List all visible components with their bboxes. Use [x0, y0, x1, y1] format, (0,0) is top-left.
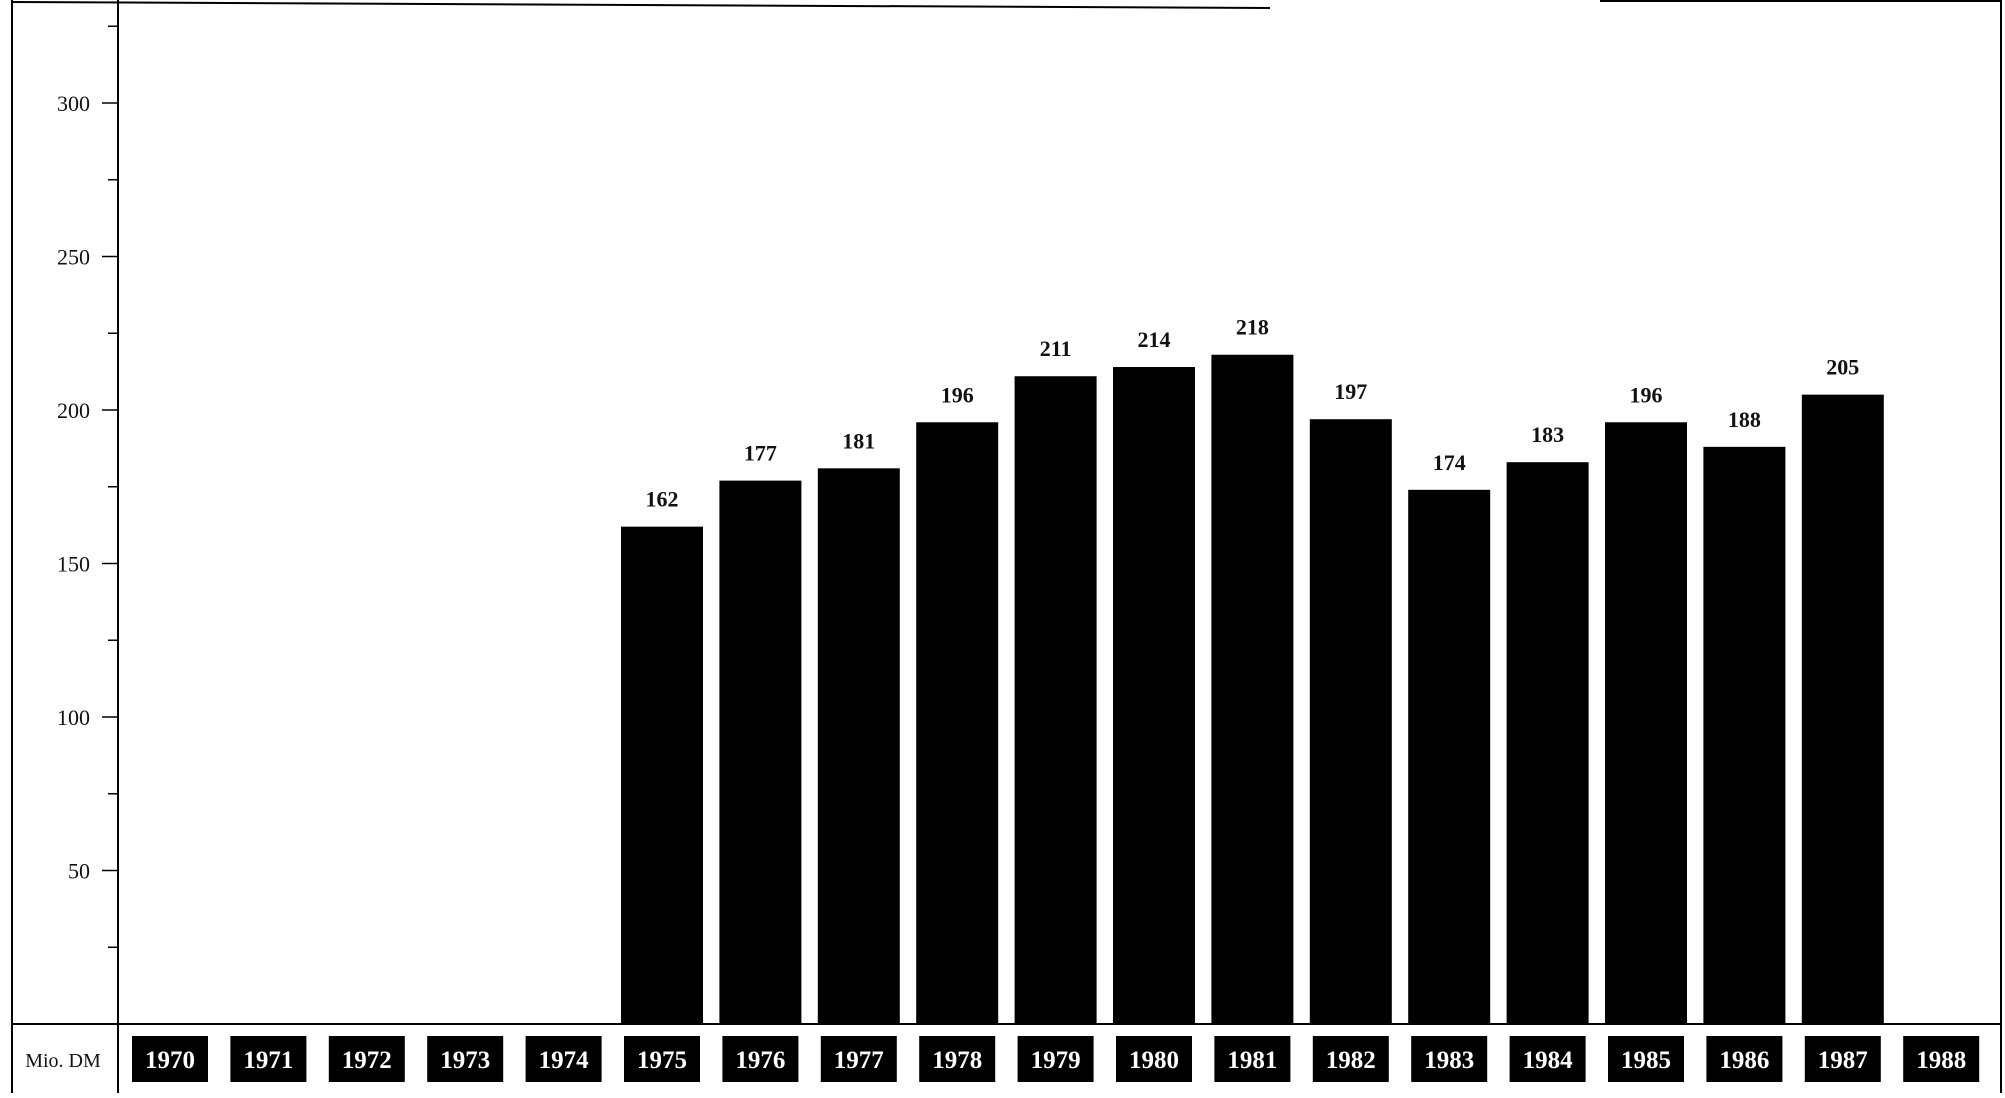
x-tick-label: 1979 [1031, 1047, 1081, 1074]
bars-group [621, 354, 1884, 1025]
year-box [1706, 1036, 1783, 1082]
x-tick-label: 1981 [1227, 1047, 1277, 1074]
year-box [132, 1036, 208, 1082]
bar-value-label: 183 [1531, 422, 1564, 447]
bar [1506, 462, 1589, 1024]
x-tick-label: 1982 [1326, 1047, 1376, 1074]
x-tick-label: 1988 [1916, 1047, 1966, 1074]
bar-value-label: 174 [1433, 450, 1466, 475]
y-tick-label: 150 [57, 552, 90, 577]
bar-value-label: 218 [1236, 315, 1269, 340]
x-tick-label: 1974 [539, 1047, 590, 1074]
year-box [230, 1036, 307, 1082]
year-box [525, 1036, 602, 1082]
x-tick-label: 1984 [1523, 1047, 1574, 1074]
bar [1801, 394, 1884, 1024]
x-tick-label: 1985 [1621, 1047, 1671, 1074]
y-axis: 50 100 150 200 250 300 [57, 25, 118, 948]
y-tick-label: 200 [57, 398, 90, 423]
year-box [1804, 1036, 1881, 1082]
x-tick-label: 1977 [834, 1047, 884, 1074]
y-tick-label: 250 [57, 245, 90, 270]
x-tick-label: 1980 [1129, 1047, 1179, 1074]
y-tick-label: 100 [57, 705, 90, 730]
year-box [1116, 1036, 1192, 1082]
year-box [820, 1036, 897, 1082]
bar-value-label: 196 [1630, 382, 1663, 407]
year-box [328, 1036, 405, 1082]
bar-value-label: 214 [1138, 327, 1171, 352]
year-box [427, 1036, 504, 1082]
year-box [624, 1036, 700, 1082]
x-tick-label: 1978 [932, 1047, 982, 1074]
x-tick-label: 1976 [735, 1047, 785, 1074]
bar [1605, 422, 1687, 1024]
bar [1703, 446, 1786, 1025]
year-box [722, 1036, 799, 1082]
frame-top-border [11, 1, 1271, 9]
bar-value-label: 211 [1040, 336, 1072, 361]
year-box [1411, 1036, 1488, 1082]
x-tick-label: 1971 [243, 1047, 293, 1074]
bar [916, 422, 999, 1024]
x-tick-label: 1972 [342, 1047, 392, 1074]
bar-value-label: 205 [1826, 355, 1859, 380]
x-tick-label: 1983 [1424, 1047, 1474, 1074]
bar-value-label: 188 [1728, 407, 1761, 432]
bar [621, 526, 703, 1024]
bar-value-label: 197 [1334, 379, 1367, 404]
bar [1408, 489, 1491, 1024]
x-tick-label: 1986 [1719, 1047, 1769, 1074]
y-tick-label: 300 [57, 91, 90, 116]
year-box [1017, 1036, 1094, 1082]
year-box [1312, 1036, 1389, 1082]
year-box [1608, 1036, 1684, 1082]
x-tick-label: 1970 [145, 1047, 195, 1074]
bar [1014, 376, 1097, 1025]
x-tick-label: 1987 [1818, 1047, 1868, 1074]
bar-value-label: 181 [842, 428, 875, 453]
bar [1309, 419, 1392, 1025]
bar [1113, 367, 1195, 1024]
year-box [1214, 1036, 1291, 1082]
x-axis-year-row: 1970 1971 1972 1973 1974 1975 1976 1977 1978 1979… [132, 1036, 1980, 1082]
x-tick-label: 1973 [440, 1047, 490, 1074]
bar [1211, 354, 1294, 1024]
year-box [1509, 1036, 1586, 1082]
year-box [1903, 1036, 1980, 1082]
y-tick-label: 50 [68, 859, 90, 884]
unit-label: Mio. DM [25, 1050, 101, 1072]
bar-value-label: 196 [941, 382, 974, 407]
value-labels-group: 162 177 181 196 211 214 218 197 174 183 196 188 205 [646, 315, 1860, 512]
year-box [919, 1036, 996, 1082]
bar-value-label: 162 [646, 487, 679, 512]
x-tick-label: 1975 [637, 1047, 687, 1074]
bar [719, 480, 802, 1024]
bar [817, 468, 900, 1025]
bar-value-label: 177 [744, 441, 777, 466]
